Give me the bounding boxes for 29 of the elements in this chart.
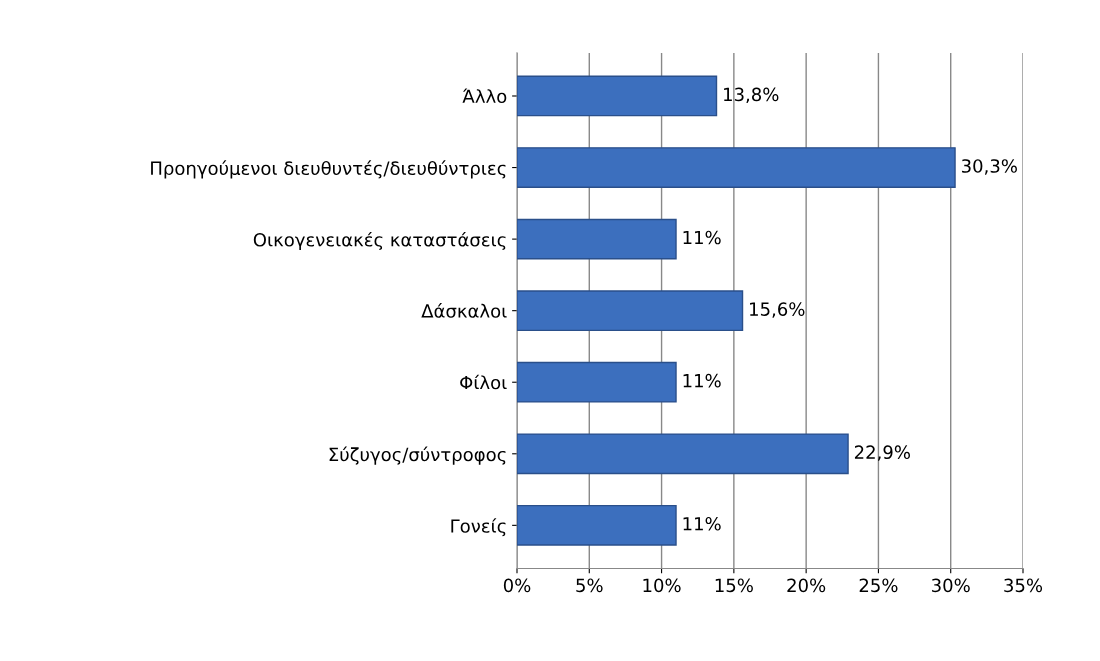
data-label: 11% bbox=[683, 373, 721, 388]
y-tick-label: Φίλοι bbox=[460, 374, 507, 390]
bar bbox=[517, 433, 849, 475]
x-tick-label: 5% bbox=[576, 578, 603, 593]
x-tick-label: 25% bbox=[859, 578, 898, 593]
data-label: 15,6% bbox=[750, 302, 805, 318]
y-tick-label: Άλλο bbox=[462, 88, 507, 104]
x-tick-label: 15% bbox=[715, 578, 753, 593]
data-label: 11% bbox=[683, 516, 721, 531]
data-label: 22,9% bbox=[854, 445, 910, 461]
x-tick-label: 10% bbox=[643, 578, 681, 593]
bar bbox=[517, 75, 718, 117]
x-tick-label: 20% bbox=[787, 578, 826, 593]
bar bbox=[517, 361, 677, 403]
bar bbox=[517, 290, 744, 332]
data-label: 30,3% bbox=[961, 159, 1017, 175]
y-tick-label: Προηγούμενοι διευθυντές/διευθύντριες bbox=[151, 160, 506, 179]
y-tick-label: Δάσκαλοι bbox=[421, 303, 507, 318]
y-tick-label: Οικογενειακές καταστάσεις bbox=[253, 231, 506, 251]
y-tick-label: Σύζυγος/σύντροφος bbox=[329, 446, 506, 465]
x-tick-label: 35% bbox=[1004, 578, 1043, 593]
x-tick-label: 0% bbox=[503, 578, 531, 593]
bar bbox=[517, 147, 956, 188]
bar bbox=[517, 218, 677, 260]
bar bbox=[517, 504, 677, 546]
data-label: 13,8% bbox=[724, 87, 779, 104]
data-label: 11% bbox=[683, 230, 721, 245]
x-tick-label: 30% bbox=[932, 578, 970, 593]
y-tick-label: Γονείς bbox=[451, 518, 506, 537]
